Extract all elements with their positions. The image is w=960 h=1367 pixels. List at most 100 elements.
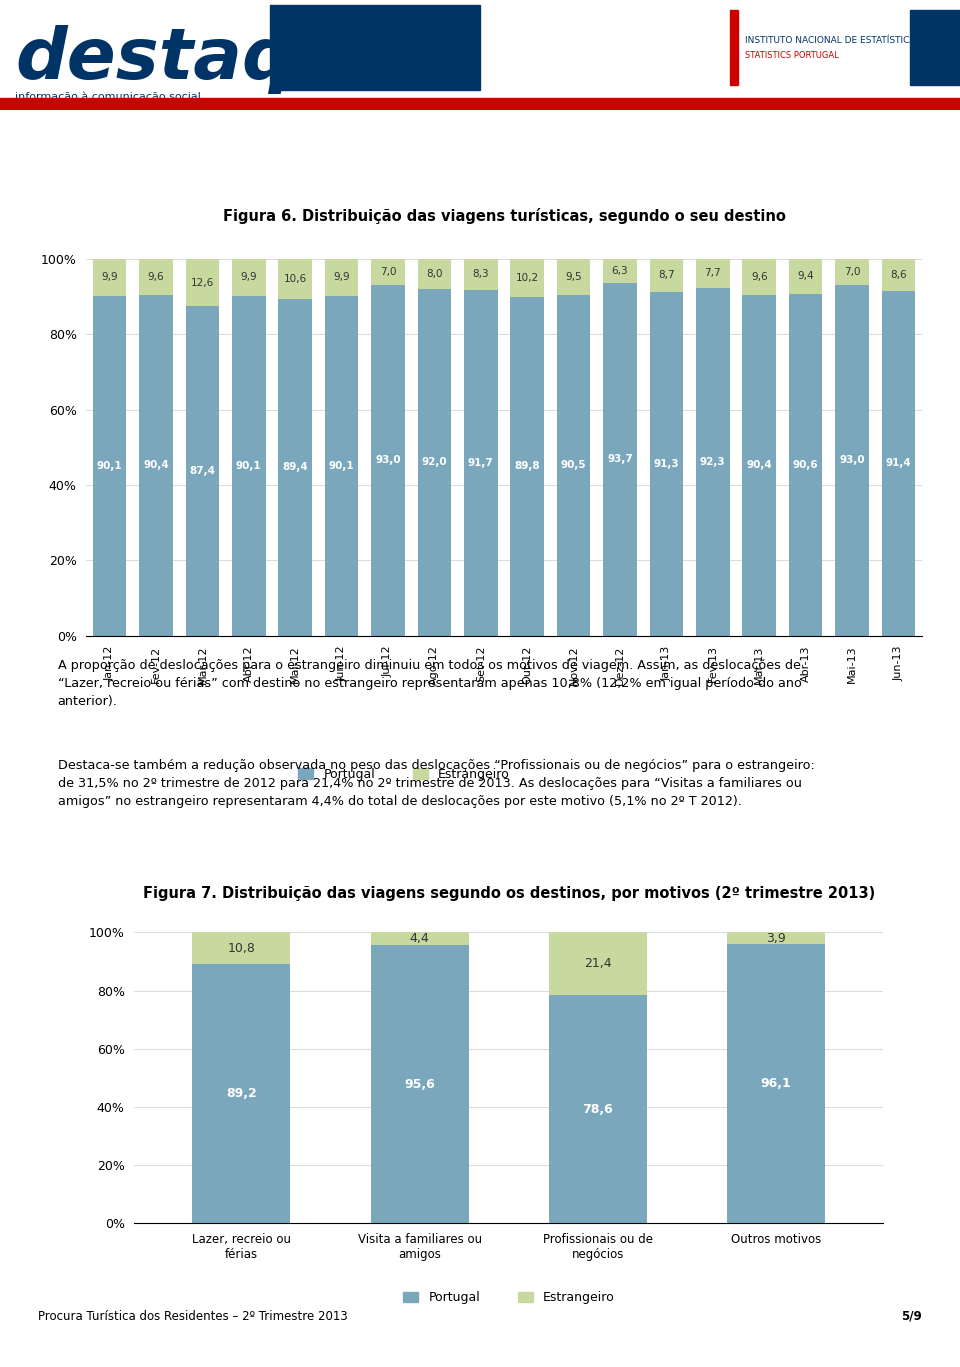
Bar: [324, 258, 358, 297]
Text: STATISTICS PORTUGAL: STATISTICS PORTUGAL: [745, 51, 839, 60]
Bar: [549, 932, 647, 995]
Text: 12,6: 12,6: [191, 278, 214, 287]
Text: 90,1: 90,1: [97, 461, 123, 470]
Bar: [835, 258, 869, 286]
Bar: [278, 258, 312, 299]
Bar: [464, 258, 497, 290]
Title: Figura 7. Distribuição das viagens segundo os destinos, por motivos (2º trimestr: Figura 7. Distribuição das viagens segun…: [143, 886, 875, 901]
Bar: [557, 294, 590, 636]
Bar: [270, 5, 480, 90]
Text: 5/9: 5/9: [900, 1310, 922, 1323]
Bar: [650, 258, 684, 291]
Bar: [511, 297, 544, 636]
Bar: [371, 945, 468, 1223]
Text: 96,1: 96,1: [761, 1077, 792, 1089]
Text: www.ine.pt: www.ine.pt: [436, 1341, 524, 1355]
Text: 4,4: 4,4: [410, 932, 429, 945]
Text: 78,6: 78,6: [583, 1103, 613, 1115]
Bar: [278, 299, 312, 636]
Bar: [192, 932, 290, 964]
Text: 3,9: 3,9: [766, 931, 786, 945]
Text: informação à comunicação social: informação à comunicação social: [15, 92, 201, 103]
Text: 9,9: 9,9: [102, 272, 118, 283]
Text: 90,5: 90,5: [561, 461, 587, 470]
Text: 7,0: 7,0: [380, 267, 396, 278]
Text: 89,8: 89,8: [515, 462, 540, 472]
Bar: [789, 294, 823, 636]
Text: 91,7: 91,7: [468, 458, 493, 468]
Text: 87,4: 87,4: [189, 466, 215, 476]
Bar: [185, 258, 219, 306]
Bar: [464, 290, 497, 636]
Text: 8,7: 8,7: [659, 271, 675, 280]
Bar: [835, 286, 869, 636]
Bar: [881, 258, 915, 291]
Text: 92,0: 92,0: [421, 458, 447, 468]
Text: 92,3: 92,3: [700, 457, 726, 466]
Bar: [93, 297, 127, 636]
Text: Procura Turística dos Residentes – 2º Trimestre 2013: Procura Turística dos Residentes – 2º Tr…: [38, 1310, 348, 1323]
Text: 7,7: 7,7: [705, 268, 721, 279]
Bar: [603, 258, 636, 283]
Text: 6,3: 6,3: [612, 265, 628, 276]
Text: 10,6: 10,6: [283, 273, 307, 284]
Text: 8,0: 8,0: [426, 269, 443, 279]
Text: |     Serviço de Comunicação e Imagem - Tel: +351 21.842.61.00 - sci@ine.pt: | Serviço de Comunicação e Imagem - Tel:…: [480, 1341, 960, 1353]
Text: 95,6: 95,6: [404, 1077, 435, 1091]
Text: 89,4: 89,4: [282, 462, 308, 472]
Bar: [910, 10, 960, 85]
Bar: [881, 291, 915, 636]
Text: 89,2: 89,2: [226, 1087, 256, 1100]
Bar: [557, 258, 590, 294]
Legend: Portugal, Estrangeiro: Portugal, Estrangeiro: [398, 1286, 619, 1310]
Bar: [742, 295, 776, 636]
Text: 10,8: 10,8: [228, 942, 255, 954]
Bar: [185, 306, 219, 636]
Text: 90,1: 90,1: [328, 461, 354, 470]
Bar: [549, 995, 647, 1223]
Bar: [371, 932, 468, 945]
Text: 8,3: 8,3: [472, 269, 489, 279]
Bar: [324, 297, 358, 636]
Text: 90,4: 90,4: [143, 461, 169, 470]
Bar: [789, 258, 823, 294]
Bar: [93, 258, 127, 297]
Text: Destaca-se também a redução observada no peso das deslocações “Profissionais ou : Destaca-se também a redução observada no…: [58, 759, 814, 808]
Title: Figura 6. Distribuição das viagens turísticas, segundo o seu destino: Figura 6. Distribuição das viagens turís…: [223, 208, 785, 224]
Bar: [232, 297, 266, 636]
Text: 9,4: 9,4: [798, 272, 814, 282]
Text: 93,0: 93,0: [375, 455, 401, 465]
Text: 7,0: 7,0: [844, 267, 860, 278]
Text: 9,6: 9,6: [148, 272, 164, 282]
Bar: [192, 964, 290, 1223]
Text: 93,0: 93,0: [839, 455, 865, 465]
Bar: [696, 258, 730, 288]
Bar: [372, 286, 405, 636]
Bar: [603, 283, 636, 636]
Text: A proporção de deslocações para o estrangeiro diminuiu em todos os motivos de vi: A proporção de deslocações para o estran…: [58, 659, 802, 708]
Bar: [696, 288, 730, 636]
Bar: [139, 258, 173, 295]
Text: 9,9: 9,9: [333, 272, 349, 283]
Bar: [139, 295, 173, 636]
Bar: [728, 943, 826, 1223]
Bar: [730, 10, 738, 85]
Legend: Portugal, Estrangeiro: Portugal, Estrangeiro: [293, 763, 515, 786]
Text: 9,9: 9,9: [241, 272, 257, 283]
Bar: [418, 258, 451, 288]
Text: 90,6: 90,6: [793, 459, 819, 470]
Bar: [511, 258, 544, 297]
Bar: [418, 288, 451, 636]
Text: 91,3: 91,3: [654, 458, 680, 469]
Bar: [728, 932, 826, 943]
Bar: [372, 258, 405, 286]
Text: 91,4: 91,4: [885, 458, 911, 469]
Bar: [0, 98, 960, 109]
Text: 9,6: 9,6: [751, 272, 767, 282]
Bar: [232, 258, 266, 297]
Text: 90,1: 90,1: [236, 461, 262, 470]
Text: 90,4: 90,4: [746, 461, 772, 470]
Text: INSTITUTO NACIONAL DE ESTATÍSTICA: INSTITUTO NACIONAL DE ESTATÍSTICA: [745, 36, 916, 45]
Bar: [650, 291, 684, 636]
Text: 8,6: 8,6: [890, 269, 906, 280]
